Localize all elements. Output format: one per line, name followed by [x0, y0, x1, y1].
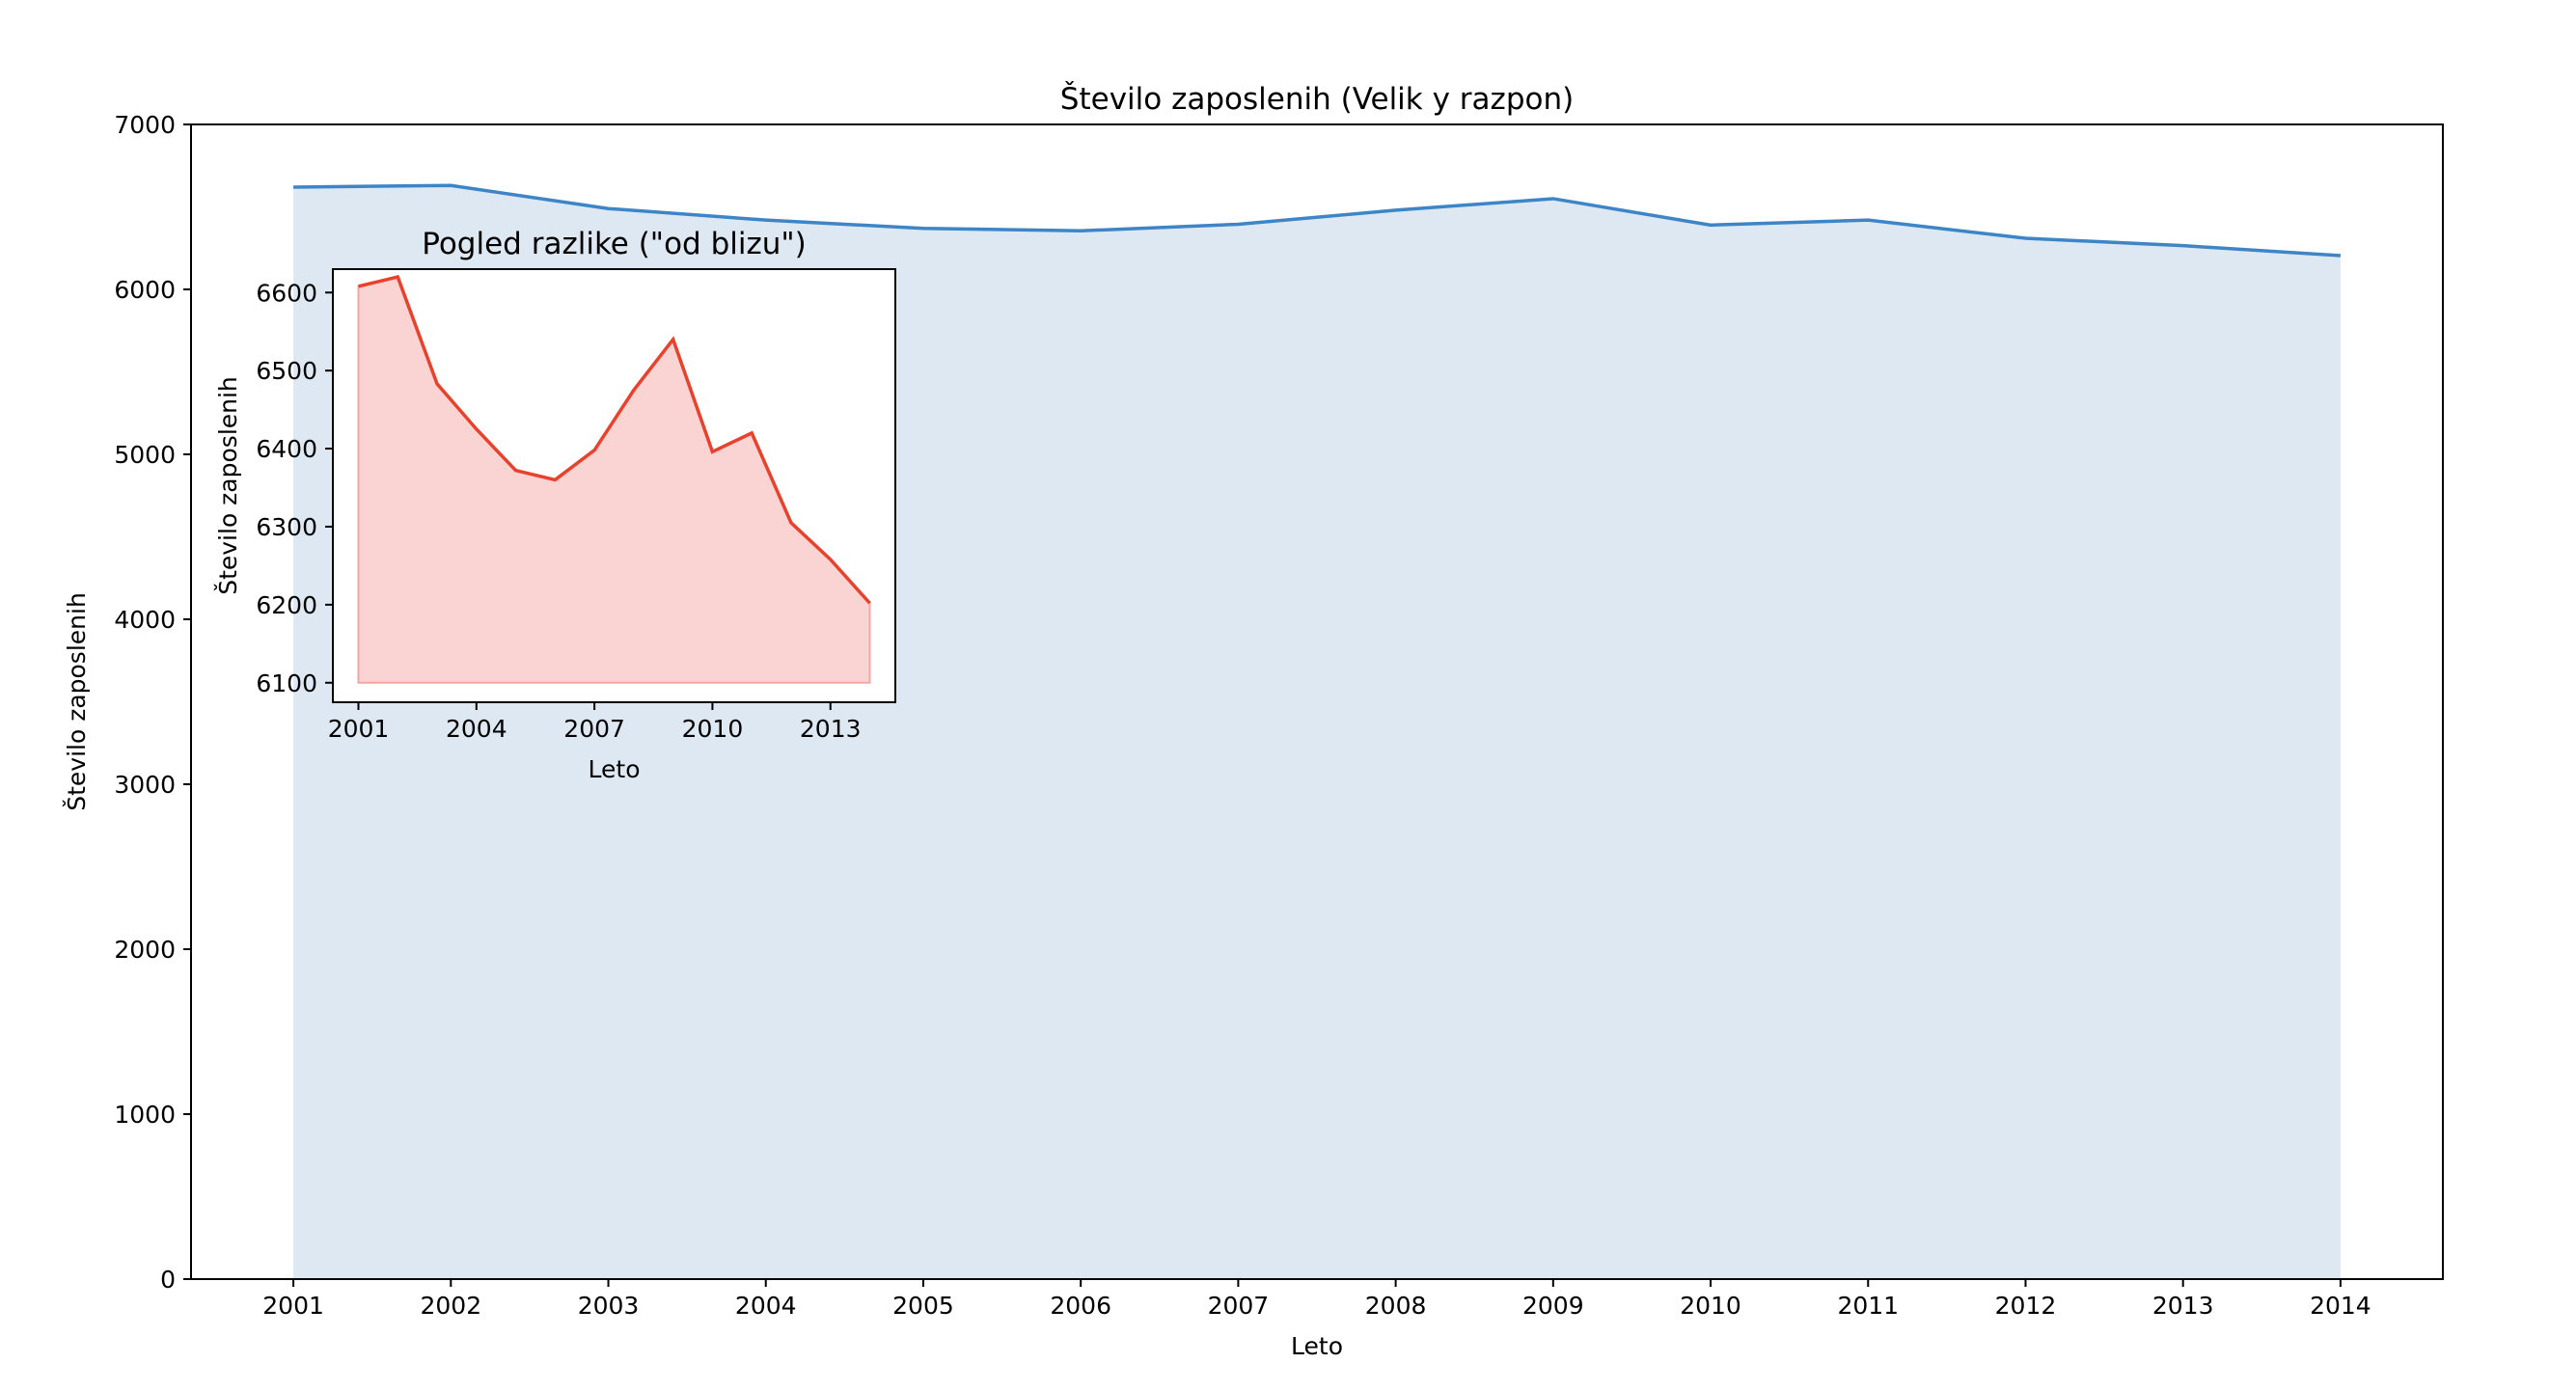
inset-chart-title: Pogled razlike ("od blizu"): [422, 227, 807, 261]
inset-x-tick-label: 2007: [563, 715, 625, 743]
main-x-tick-label: 2005: [892, 1292, 954, 1320]
main-x-axis-label: Leto: [1291, 1332, 1343, 1360]
main-y-tick-label: 5000: [114, 441, 176, 469]
main-y-tick-label: 0: [160, 1266, 176, 1294]
inset-y-tick-label: 6400: [256, 435, 317, 463]
main-y-tick-label: 1000: [114, 1101, 176, 1129]
main-x-tick-label: 2003: [578, 1292, 640, 1320]
inset-x-tick-label: 2013: [800, 715, 862, 743]
main-x-tick-label: 2009: [1522, 1292, 1584, 1320]
main-y-tick-label: 7000: [114, 111, 176, 139]
inset-x-tick-label: 2001: [328, 715, 390, 743]
main-y-tick-label: 2000: [114, 936, 176, 964]
main-x-tick-label: 2010: [1680, 1292, 1741, 1320]
main-x-tick-label: 2008: [1365, 1292, 1427, 1320]
main-x-ticks: 2001 2002 2003 2004 2005 2006 2007 2008 2009 2010…: [262, 1279, 2370, 1320]
inset-y-tick-label: 6100: [256, 669, 317, 697]
main-chart-title: Število zaposlenih (Velik y razpon): [1060, 81, 1574, 117]
main-y-tick-label: 4000: [114, 606, 176, 634]
main-x-tick-label: 2012: [1995, 1292, 2057, 1320]
main-x-tick-label: 2004: [735, 1292, 797, 1320]
inset-y-tick-label: 6300: [256, 513, 317, 541]
inset-y-tick-label: 6200: [256, 591, 317, 619]
inset-y-tick-label: 6500: [256, 357, 317, 385]
main-x-tick-label: 2002: [420, 1292, 481, 1320]
main-x-tick-label: 2013: [2152, 1292, 2214, 1320]
inset-y-axis-label: Število zaposlenih: [213, 376, 242, 595]
main-y-ticks: 0 1000 2000 3000 4000 5000 6000 7000: [114, 111, 191, 1294]
inset-x-tick-label: 2010: [682, 715, 744, 743]
inset-y-tick-label: 6600: [256, 279, 317, 307]
main-y-tick-label: 3000: [114, 771, 176, 799]
main-x-tick-label: 2006: [1050, 1292, 1111, 1320]
main-x-tick-label: 2001: [262, 1292, 324, 1320]
inset-x-tick-label: 2004: [446, 715, 507, 743]
main-x-tick-label: 2014: [2310, 1292, 2371, 1320]
inset-x-axis-label: Leto: [589, 755, 641, 783]
main-x-tick-label: 2011: [1837, 1292, 1899, 1320]
main-y-tick-label: 6000: [114, 276, 176, 304]
main-x-tick-label: 2007: [1208, 1292, 1270, 1320]
main-y-axis-label: Število zaposlenih: [62, 592, 91, 811]
